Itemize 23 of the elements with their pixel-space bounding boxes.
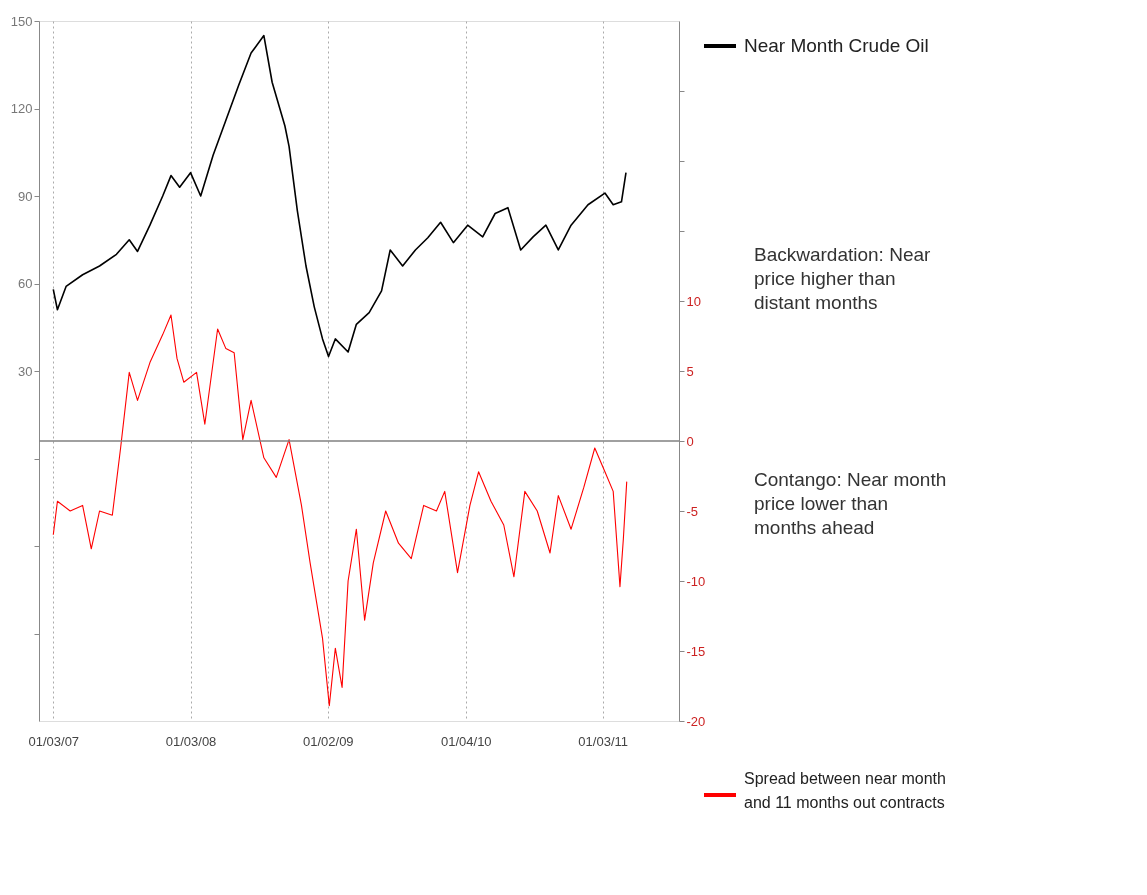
x-tick-label: 01/03/11 <box>578 733 628 749</box>
y2-tick-label: -5 <box>686 503 699 519</box>
x-tick-label: 01/02/09 <box>302 733 354 749</box>
line-series <box>52 34 627 358</box>
x-tick-label: 01/03/07 <box>28 733 80 749</box>
x-tick-label: 01/04/10 <box>440 733 492 749</box>
y2-tick-label: -20 <box>686 713 706 729</box>
y-tick-label: 30 <box>18 363 33 379</box>
text: Contango: Near month price lower than months ahead <box>754 469 947 538</box>
y-tick-label: 60 <box>18 276 33 291</box>
legend-label: Near Month Crude Oil <box>744 35 929 56</box>
y2-tick-label: -10 <box>686 573 706 589</box>
legend-label: Spread between near month and 11 months out contracts <box>744 770 946 811</box>
y2-tick-label: 5 <box>686 363 694 379</box>
y-tick-label: 120 <box>10 101 33 116</box>
y2-tick-label: 10 <box>686 293 701 309</box>
text: Backwardation: Near price higher than distant months <box>754 244 932 313</box>
y-tick-label: 90 <box>18 188 33 204</box>
x-tick-label: 01/03/08 <box>165 733 217 749</box>
y2-tick-label: -15 <box>686 643 706 659</box>
y2-tick-label: 0 <box>686 433 694 449</box>
y-tick-label: 150 <box>10 13 33 29</box>
line-series <box>52 314 628 707</box>
